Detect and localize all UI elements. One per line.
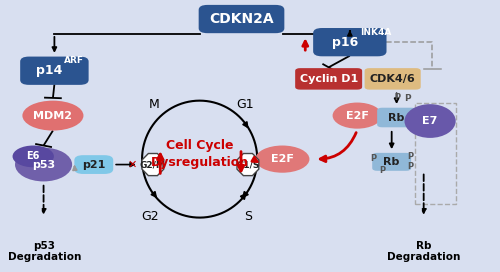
Text: P: P <box>404 94 410 103</box>
Ellipse shape <box>404 104 456 138</box>
Text: E7: E7 <box>422 116 438 126</box>
Text: P: P <box>370 154 376 163</box>
FancyBboxPatch shape <box>295 68 362 90</box>
Text: Rb: Rb <box>388 113 405 122</box>
Text: Rb
Degradation: Rb Degradation <box>387 241 460 262</box>
Text: p16: p16 <box>332 36 358 49</box>
Text: P: P <box>394 93 400 102</box>
FancyBboxPatch shape <box>377 108 416 127</box>
Ellipse shape <box>332 103 382 129</box>
FancyBboxPatch shape <box>364 68 420 90</box>
Text: P: P <box>408 152 414 161</box>
Text: p53
Degradation: p53 Degradation <box>8 241 81 262</box>
Text: G1: G1 <box>236 98 254 111</box>
Text: S: S <box>244 210 252 223</box>
Text: p53: p53 <box>32 160 55 169</box>
Text: E6: E6 <box>26 152 40 161</box>
Text: p14: p14 <box>36 64 62 77</box>
FancyBboxPatch shape <box>74 155 113 174</box>
Text: E2F: E2F <box>271 154 294 164</box>
Text: ARF: ARF <box>64 56 84 65</box>
Text: E2F: E2F <box>346 111 368 120</box>
Text: M: M <box>149 98 160 111</box>
Text: CDKN2A: CDKN2A <box>209 12 274 26</box>
FancyBboxPatch shape <box>198 5 284 33</box>
Polygon shape <box>142 153 164 176</box>
Text: INK4A: INK4A <box>360 28 392 37</box>
Text: CDK4/6: CDK4/6 <box>370 74 416 84</box>
Ellipse shape <box>12 146 54 167</box>
Text: Rb: Rb <box>384 157 400 167</box>
Text: MDM2: MDM2 <box>34 111 72 120</box>
Text: Cyclin D1: Cyclin D1 <box>300 74 358 84</box>
Text: Cell Cycle
Dysregulation: Cell Cycle Dysregulation <box>150 139 248 169</box>
Text: P: P <box>408 162 414 171</box>
Ellipse shape <box>22 101 84 131</box>
Text: G2/M: G2/M <box>140 160 166 169</box>
Text: G2: G2 <box>142 210 159 223</box>
Ellipse shape <box>256 146 310 173</box>
Text: ✕: ✕ <box>128 160 137 169</box>
Polygon shape <box>237 153 259 176</box>
Text: G1/S: G1/S <box>236 160 260 169</box>
FancyBboxPatch shape <box>313 28 386 56</box>
Ellipse shape <box>15 148 72 181</box>
FancyBboxPatch shape <box>20 57 88 85</box>
Text: p21: p21 <box>82 160 106 169</box>
Text: P: P <box>379 166 385 175</box>
FancyBboxPatch shape <box>372 153 411 171</box>
